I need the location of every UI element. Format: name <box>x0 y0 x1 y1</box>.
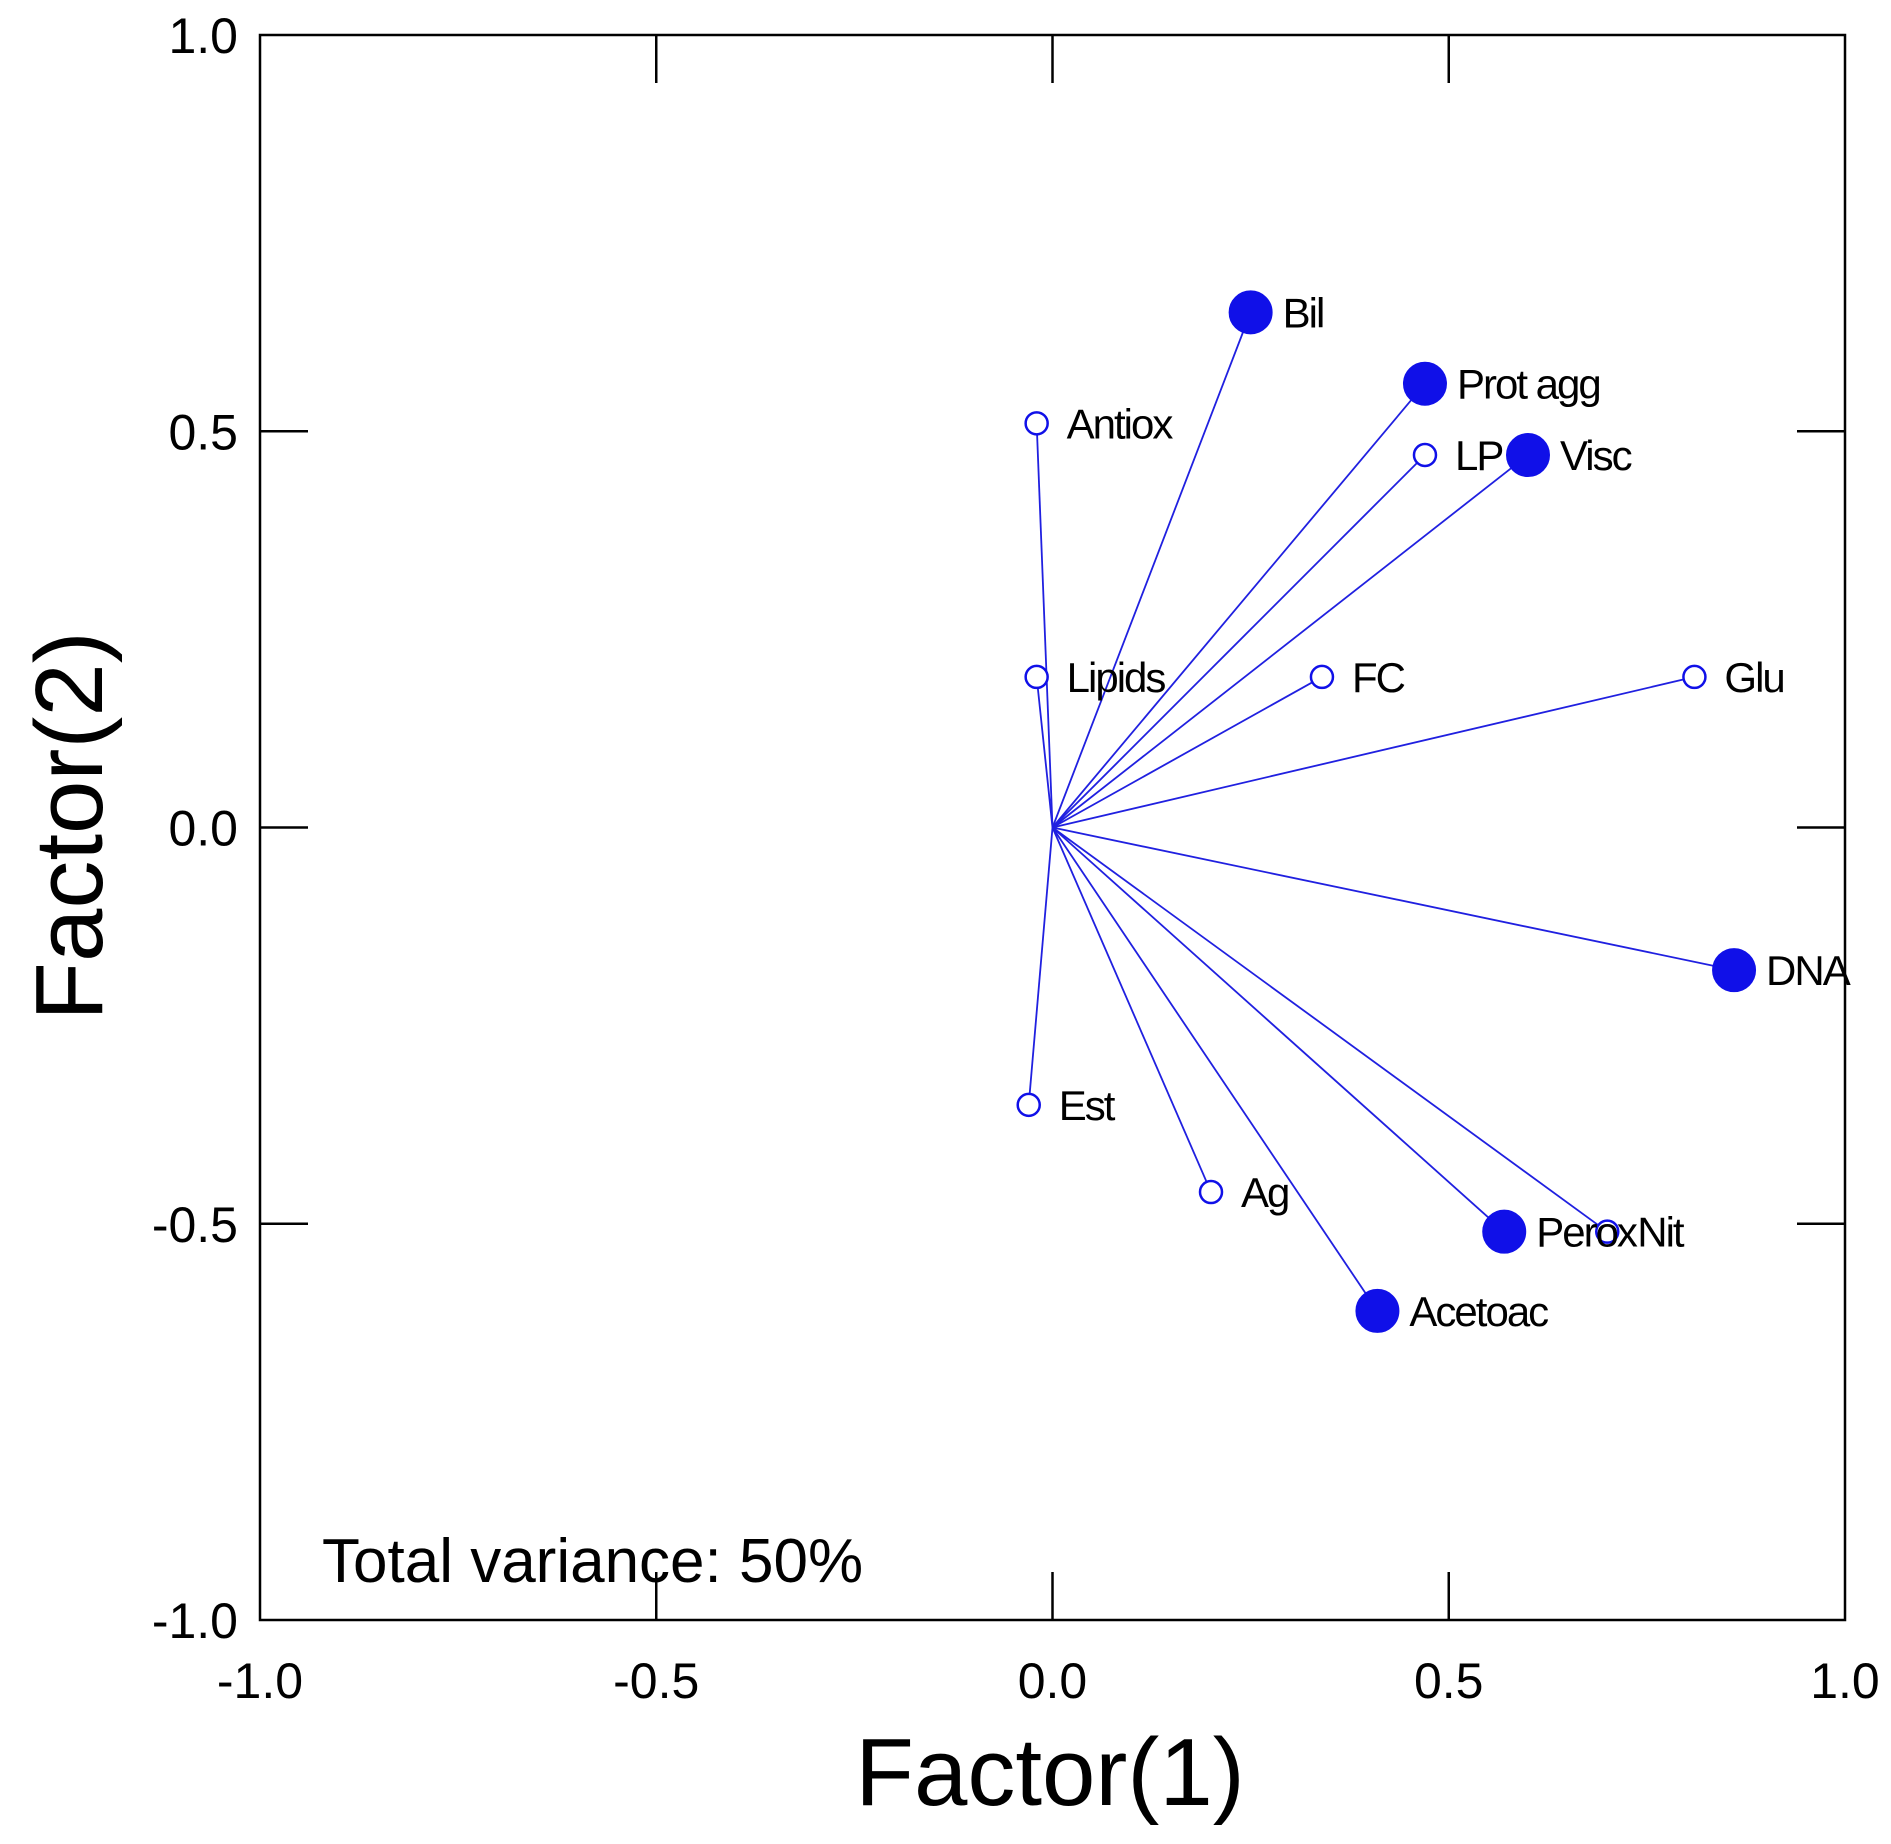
point-label-ag: Ag <box>1241 1169 1288 1216</box>
point-label-fc: FC <box>1352 654 1405 701</box>
x-tick-label: -0.5 <box>613 1653 699 1709</box>
vector-lipids <box>1035 676 1054 828</box>
marker-filled-acetoac <box>1355 1288 1400 1333</box>
marker-open-ag <box>1198 1179 1224 1205</box>
x-tick-label: 0.0 <box>1018 1653 1088 1709</box>
marker-filled-perox <box>1482 1209 1527 1254</box>
plot-frame-layer <box>258 33 1847 1622</box>
marker-open-est <box>1016 1092 1041 1118</box>
y-tick-label: 0.5 <box>168 404 238 460</box>
total-variance-annotation: Total variance: 50% <box>322 1527 863 1596</box>
point-label-layer: Bil Prot agg Antiox LP Visc Lipids FC Glu DNA Est… <box>1059 289 1853 1335</box>
tick-label-layer: -1.0 -0.5 0.0 0.5 1.0 1.0 0.5 0.0 -0.5 -1.0 <box>152 8 1880 1709</box>
point-label-visc: Visc <box>1560 432 1632 479</box>
vector-prot-agg <box>1051 383 1426 829</box>
vector-lp <box>1051 454 1426 829</box>
marker-open-antiox <box>1024 411 1049 436</box>
point-label-bil: Bil <box>1283 289 1324 336</box>
vector-antiox <box>1035 423 1054 828</box>
point-label-perox: Perox <box>1536 1209 1638 1256</box>
vector-fc <box>1052 676 1323 829</box>
vector-glu <box>1052 676 1695 829</box>
point-label-prot-agg: Prot agg <box>1457 361 1600 408</box>
point-label-lipids: Lipids <box>1067 654 1166 701</box>
x-tick-label: -1.0 <box>217 1653 303 1709</box>
x-tick-label: 0.5 <box>1414 1653 1484 1709</box>
vector-nit <box>1051 826 1608 1233</box>
point-label-glu: Glu <box>1724 654 1783 701</box>
y-tick-label: 1.0 <box>168 8 238 64</box>
vector-ag <box>1051 827 1212 1193</box>
marker-open-lipids <box>1024 664 1049 690</box>
point-label-lp: LP <box>1455 432 1502 479</box>
vector-est <box>1027 827 1054 1105</box>
point-label-nit: Nit <box>1637 1209 1685 1256</box>
y-tick-label: 0.0 <box>168 801 238 857</box>
point-label-acetoac: Acetoac <box>1409 1288 1548 1335</box>
marker-filled-dna <box>1712 948 1757 993</box>
vector-dna <box>1052 826 1735 972</box>
marker-open-fc <box>1309 664 1335 690</box>
marker-filled-visc <box>1506 433 1550 478</box>
y-tick-label: -1.0 <box>152 1593 238 1649</box>
point-label-antiox: Antiox <box>1067 400 1174 447</box>
marker-open-glu <box>1682 664 1707 690</box>
marker-open-nit <box>1595 1219 1620 1244</box>
x-tick-label: 1.0 <box>1810 1653 1880 1709</box>
vector-bil <box>1051 312 1252 828</box>
vector-acetoac <box>1051 826 1379 1312</box>
marker-open-lp <box>1412 442 1438 468</box>
marker-filled-prot-agg <box>1402 361 1447 406</box>
point-label-est: Est <box>1059 1082 1116 1129</box>
marker-layer <box>1016 290 1757 1333</box>
vector-perox <box>1051 826 1505 1233</box>
marker-filled-bil <box>1228 290 1273 335</box>
vector-visc <box>1051 454 1529 829</box>
x-axis-title: Factor(1) <box>855 1719 1244 1826</box>
vector-layer <box>1027 312 1735 1312</box>
point-label-dna: DNA <box>1766 947 1851 994</box>
y-tick-label: -0.5 <box>152 1197 238 1253</box>
y-axis-title: Factor(2) <box>16 631 123 1020</box>
